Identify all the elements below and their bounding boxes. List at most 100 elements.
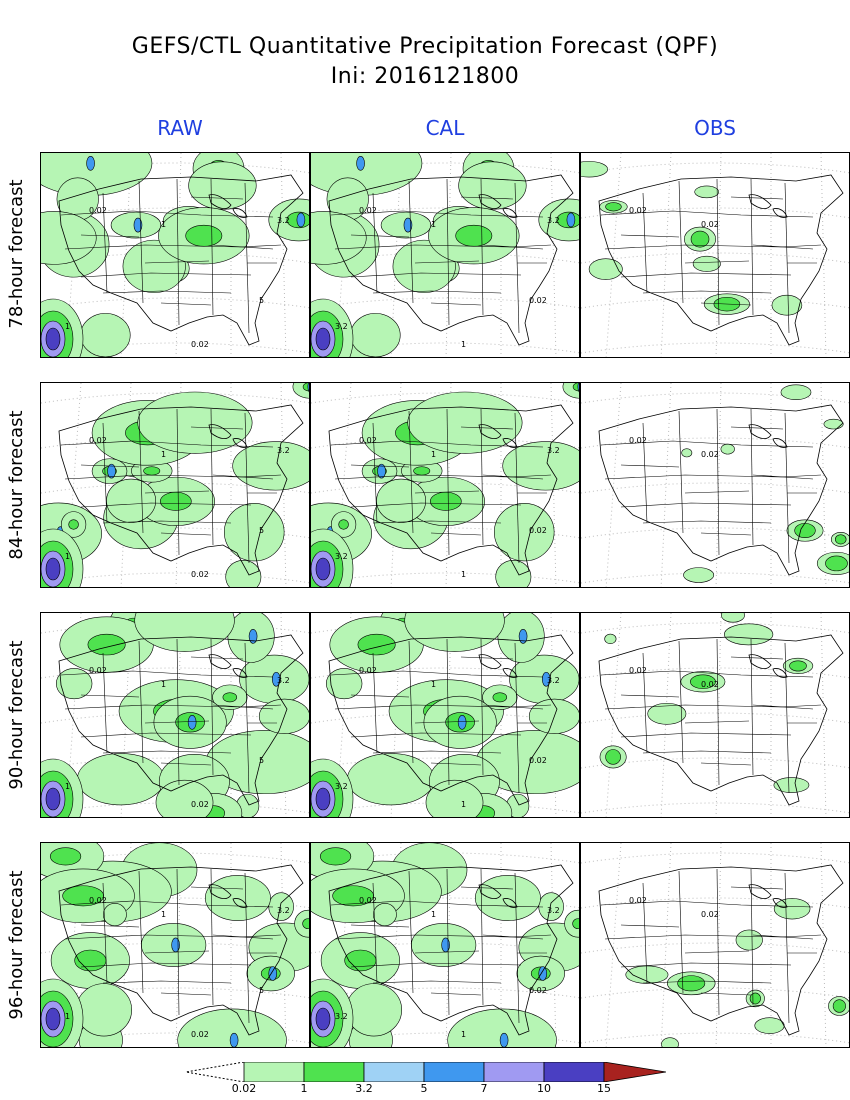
precip-area-5 — [133, 217, 143, 233]
precip-area-5 — [107, 463, 116, 479]
precip-area-1 — [835, 534, 847, 545]
contour-label: 1 — [65, 552, 70, 561]
state-border — [430, 532, 482, 536]
state-border — [80, 234, 140, 238]
contour-label: 0.02 — [529, 986, 547, 995]
precip-area-1 — [344, 949, 377, 972]
contour-label: 5 — [259, 756, 264, 765]
state-border — [330, 210, 544, 218]
precip-area-1 — [74, 949, 107, 972]
state-border — [138, 640, 144, 764]
state-border — [600, 900, 814, 908]
contour-label: 3.2 — [277, 906, 290, 915]
us-coastline — [58, 174, 304, 346]
graticule-line — [311, 622, 579, 634]
state-border — [414, 490, 480, 494]
state-border — [684, 950, 750, 954]
contour-label: 0.02 — [191, 1030, 209, 1039]
precip-area-0-02 — [205, 875, 271, 921]
us-coastline — [328, 634, 574, 806]
state-border — [750, 868, 754, 1006]
precip-area-0-02 — [502, 441, 579, 491]
state-border — [642, 980, 772, 984]
state-border — [480, 178, 484, 316]
great-lakes — [208, 194, 248, 218]
us-coastline — [328, 864, 574, 1036]
graticule-line — [581, 712, 849, 724]
state-border — [102, 422, 108, 524]
state-border — [350, 694, 410, 698]
precip-area-5 — [296, 212, 306, 228]
state-border — [750, 178, 754, 316]
precip-area-1 — [302, 383, 309, 392]
state-border — [620, 502, 792, 508]
precip-area-5 — [541, 671, 551, 687]
state-border — [210, 868, 214, 1006]
precip-area-0-02 — [604, 633, 617, 645]
state-border — [138, 180, 144, 304]
graticule-line — [581, 342, 849, 354]
precip-field — [681, 384, 849, 583]
state-border — [752, 934, 814, 940]
graticule-line — [581, 667, 849, 679]
state-border — [600, 440, 814, 448]
contour-label: 0.02 — [359, 666, 377, 675]
contour-label: 3.2 — [547, 446, 560, 455]
contour-label: 1 — [65, 1012, 70, 1021]
cal-map-84h: 0.02 1 3.2 0.02 1 3.2 — [311, 383, 579, 587]
precip-area-1 — [689, 674, 716, 689]
precip-area-0-02 — [77, 753, 165, 806]
state-border — [784, 872, 790, 1024]
state-border — [60, 440, 274, 448]
precip-area-1 — [185, 224, 223, 247]
precip-area-1 — [338, 519, 349, 530]
graticule-line — [581, 802, 849, 814]
graticule-line — [311, 297, 579, 309]
graticule-line — [41, 852, 309, 864]
contour-label: 0.02 — [629, 206, 647, 215]
contour-label: 0.02 — [89, 666, 107, 675]
state-border — [642, 652, 648, 754]
state-border — [102, 882, 108, 984]
colorbar-swatch — [363, 1062, 425, 1082]
contour-label: 1 — [461, 1030, 466, 1039]
precip-area-1 — [302, 918, 309, 930]
precip-area-0-02 — [493, 502, 555, 562]
contour-label: 1 — [461, 800, 466, 809]
contour-label: 1 — [431, 450, 436, 459]
state-border — [642, 290, 772, 294]
state-border — [642, 750, 772, 754]
contour-label: 0.02 — [191, 800, 209, 809]
state-border — [80, 464, 140, 468]
graticule-line — [41, 252, 309, 264]
map-panel-cal-96h: 0.02 1 3.2 0.02 1 3.2 — [310, 842, 580, 1048]
precip-area-5 — [187, 715, 197, 730]
graticule-line — [581, 252, 849, 264]
precip-area-5 — [403, 217, 413, 233]
precip-area-5 — [518, 629, 528, 644]
graticule-line — [581, 757, 849, 769]
state-border — [244, 412, 250, 564]
great-lakes — [478, 194, 518, 218]
precip-area-1 — [825, 555, 848, 572]
contour-label: 0.02 — [629, 896, 647, 905]
colorbar-swatch — [483, 1062, 545, 1082]
graticule-line — [581, 852, 849, 864]
graticule-line — [605, 613, 622, 817]
state-border — [684, 260, 750, 264]
us-coastline — [328, 404, 574, 576]
precip-area-0-02 — [41, 211, 97, 265]
state-border — [138, 410, 144, 534]
graticule-line — [581, 897, 849, 909]
graticule-line — [605, 153, 622, 357]
state-border — [372, 882, 378, 984]
precip-area-5 — [577, 383, 579, 393]
contour-label: 3.2 — [547, 906, 560, 915]
state-border — [372, 980, 502, 984]
precip-area-1 — [49, 847, 82, 866]
us-coastline — [328, 174, 574, 346]
great-lakes — [478, 424, 518, 448]
state-border — [80, 962, 252, 968]
main-title: GEFS/CTL Quantitative Precipitation Fore… — [131, 34, 719, 59]
state-border — [350, 732, 522, 738]
